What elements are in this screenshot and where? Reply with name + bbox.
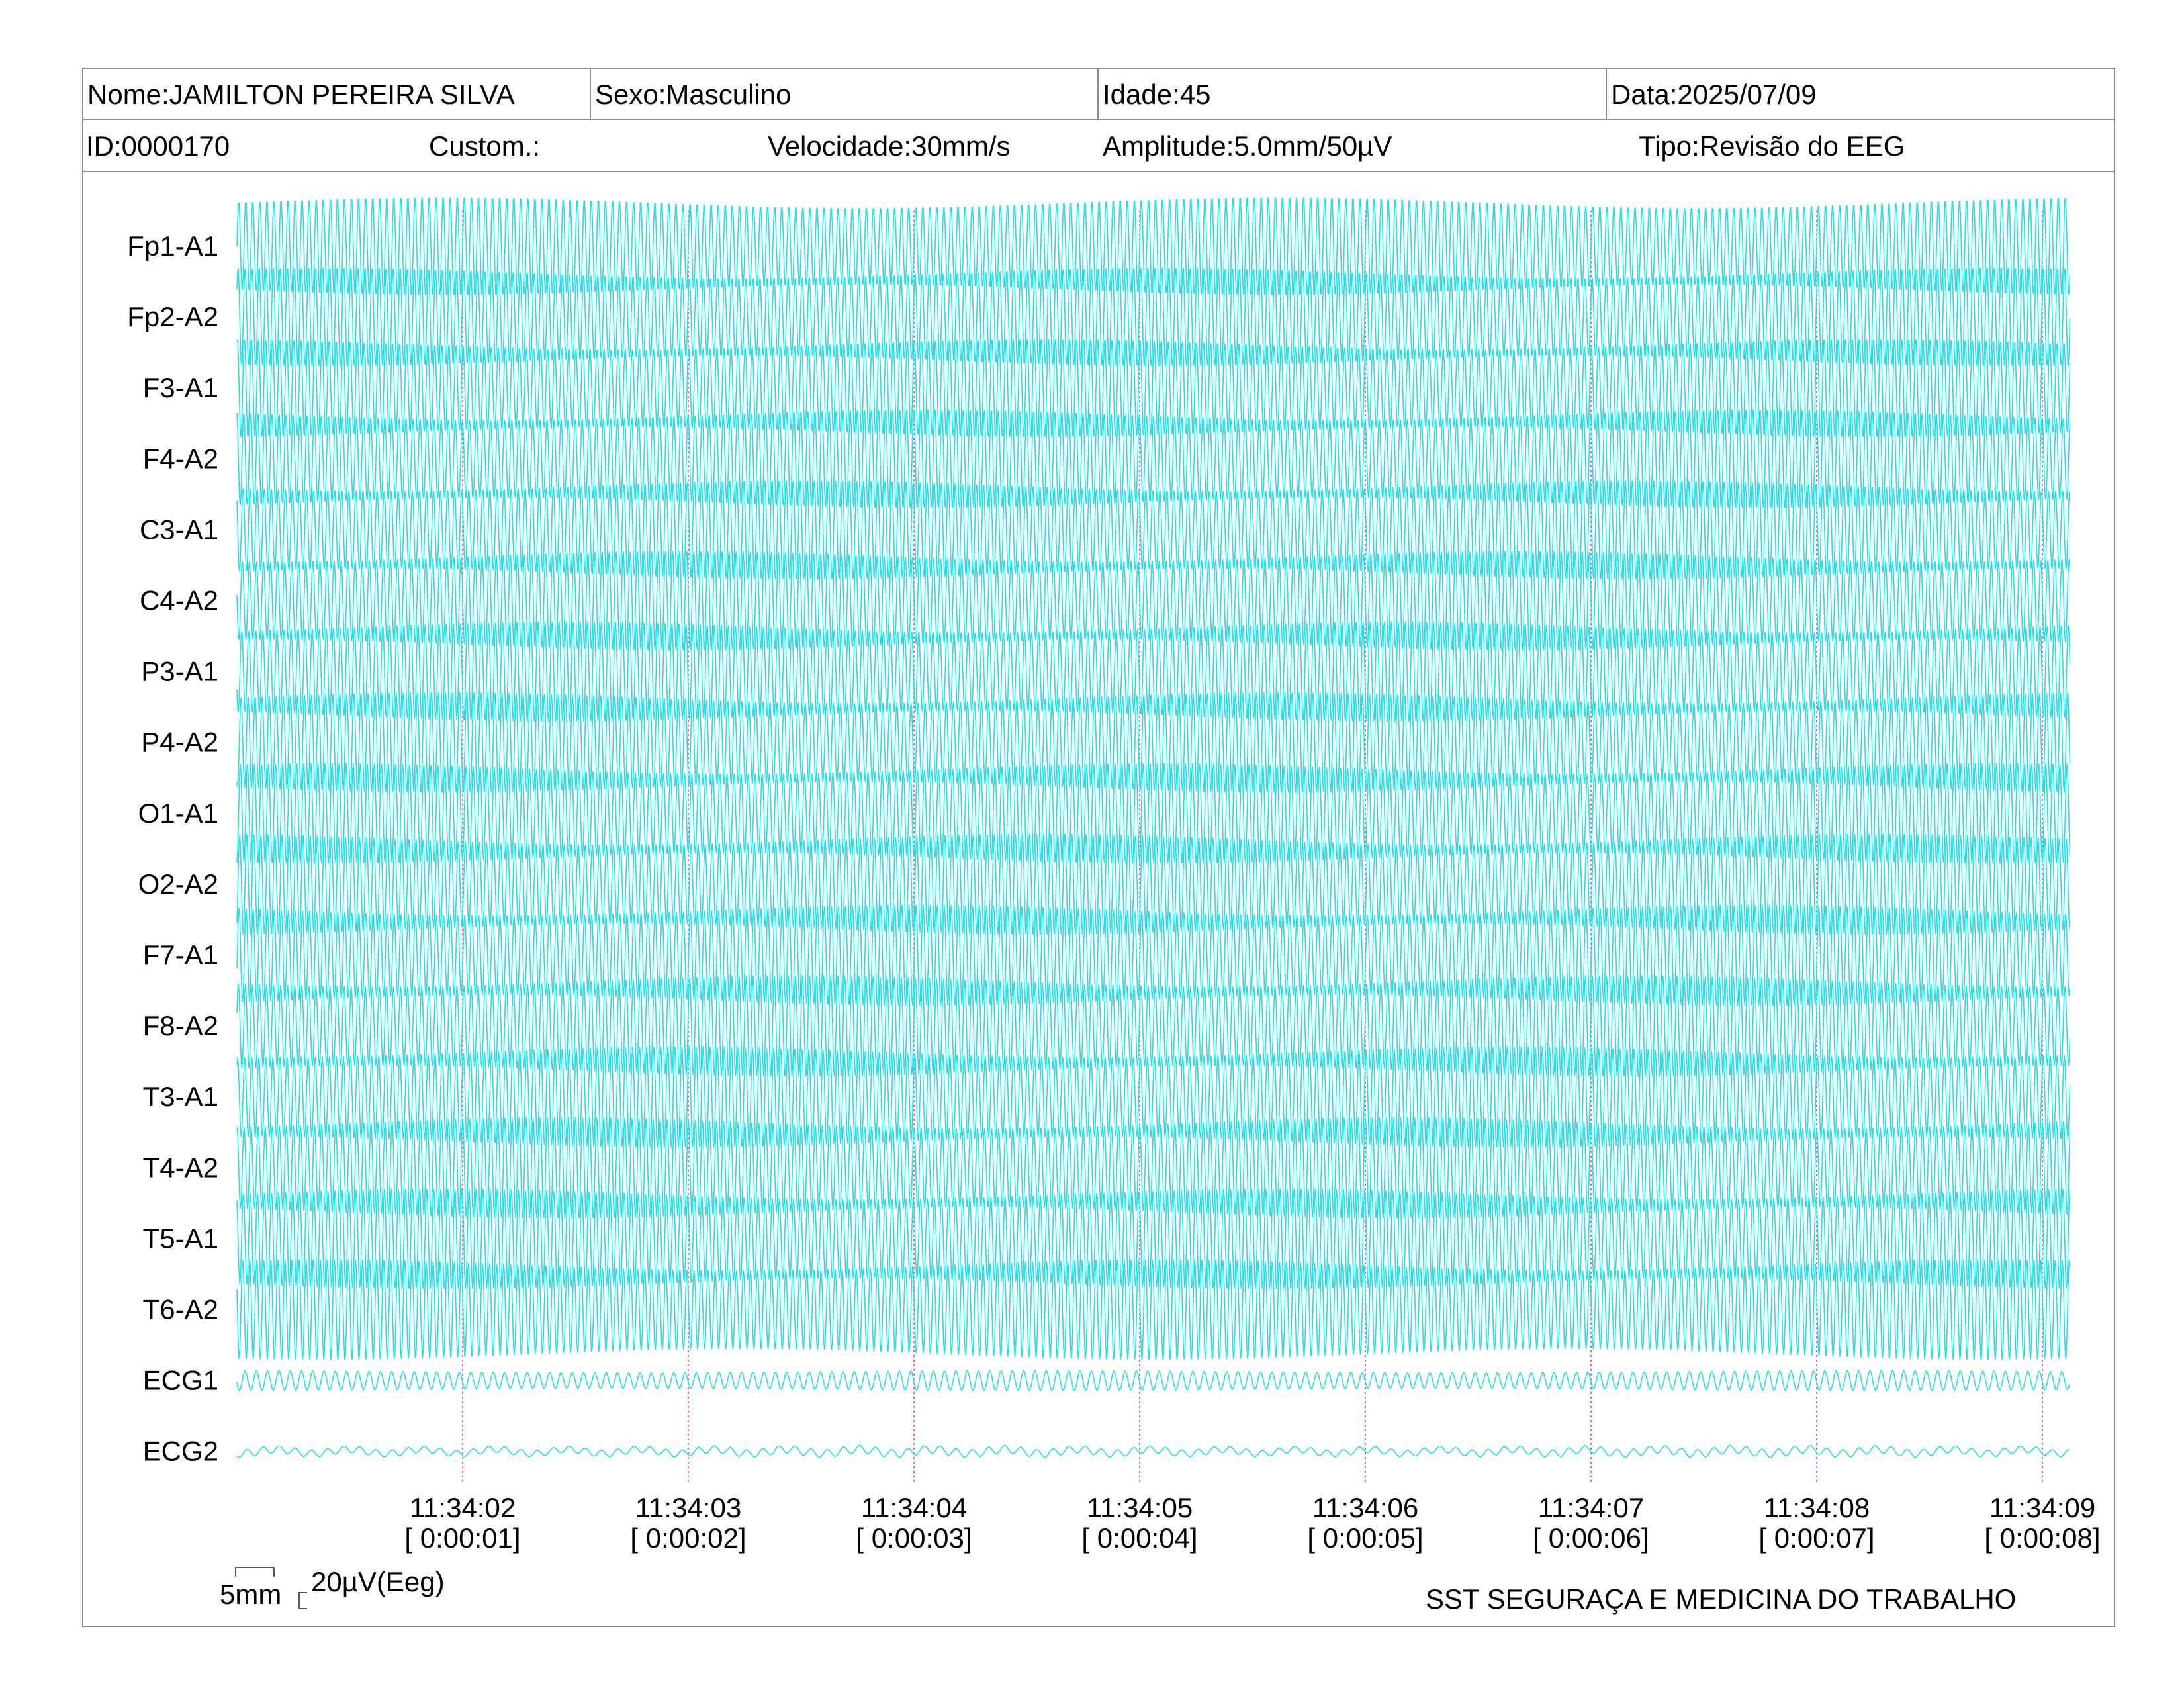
channel-labels: Fp1-A1 Fp2-A2 F3-A1 F4-A2 C3-A1 C4-A2 P3-A1 P4-…	[127, 230, 218, 1467]
time-elapsed-label: [ 0:00:08]	[1984, 1523, 2100, 1554]
trace-f4-a2	[236, 409, 2071, 508]
trace-f3-a1	[236, 339, 2071, 438]
time-clock-label: 11:34:03	[635, 1492, 741, 1523]
time-elapsed-label: [ 0:00:05]	[1307, 1523, 1423, 1554]
trace-f7-a1	[236, 904, 2071, 1006]
channel-label-p3-a1: P3-A1	[141, 656, 218, 687]
header-row-patient: Nome:JAMILTON PEREIRA SILVA Sexo:Masculi…	[83, 69, 2114, 120]
time-elapsed-label: [ 0:00:02]	[630, 1523, 746, 1554]
time-clock-label: 11:34:09	[1989, 1492, 2095, 1523]
channel-label-t5-a1: T5-A1	[143, 1223, 218, 1254]
header-row-exam: ID:0000170 Custom.: Velocidade:30mm/s Am…	[83, 120, 2114, 172]
trace-o1-a1	[236, 763, 2071, 864]
channel-label-ecg1: ECG1	[143, 1365, 218, 1396]
time-clock-label: 11:34:06	[1312, 1492, 1418, 1523]
channel-label-t4-a2: T4-A2	[143, 1152, 218, 1183]
custom-field: Custom.:	[429, 130, 541, 162]
scale-bracket-icon	[235, 1567, 307, 1609]
channel-label-c4-a2: C4-A2	[140, 585, 218, 616]
channel-label-t3-a1: T3-A1	[143, 1081, 218, 1112]
trace-t3-a1	[236, 1047, 2071, 1148]
channel-label-f4-a2: F4-A2	[143, 443, 218, 474]
time-clock-label: 11:34:02	[410, 1492, 516, 1523]
time-elapsed-label: [ 0:00:04]	[1081, 1523, 1197, 1554]
exam-date: Data:2025/07/09	[1606, 69, 2114, 119]
trace-c3-a1	[236, 480, 2071, 580]
time-elapsed-label: [ 0:00:07]	[1758, 1523, 1874, 1554]
trace-fp2-a2	[236, 267, 2071, 367]
report-frame: Nome:JAMILTON PEREIRA SILVA Sexo:Masculi…	[82, 68, 2115, 1627]
channel-label-f7-a1: F7-A1	[143, 939, 218, 970]
time-clock-label: 11:34:08	[1764, 1492, 1870, 1523]
trace-f8-a2	[236, 975, 2071, 1077]
channel-label-ecg2: ECG2	[143, 1436, 218, 1467]
patient-sex: Sexo:Masculino	[590, 69, 1097, 119]
trace-p4-a2	[236, 692, 2071, 793]
speed-setting: Velocidade:30mm/s	[768, 130, 1011, 162]
trace-p3-a1	[236, 622, 2071, 722]
patient-age: Idade:45	[1097, 69, 1606, 119]
scale-mm-label: 5mm	[220, 1579, 282, 1610]
time-elapsed-label: [ 0:00:06]	[1533, 1523, 1649, 1554]
time-elapsed-label: [ 0:00:01]	[404, 1523, 520, 1554]
trace-ecg1	[236, 1370, 2070, 1392]
time-clock-label: 11:34:05	[1087, 1492, 1193, 1523]
trace-o2-a2	[236, 833, 2071, 935]
trace-t5-a1	[236, 1188, 2071, 1289]
exam-type: Tipo:Revisão do EEG	[1639, 130, 1905, 162]
amplitude-setting: Amplitude:5.0mm/50µV	[1103, 130, 1392, 162]
patient-name: Nome:JAMILTON PEREIRA SILVA	[87, 79, 515, 110]
channel-label-o1-a1: O1-A1	[138, 798, 218, 829]
trace-c4-a2	[236, 551, 2071, 651]
channel-label-f3-a1: F3-A1	[143, 372, 218, 403]
scale-uv-label: 20µV(Eeg)	[311, 1566, 445, 1597]
trace-ecg2	[236, 1444, 2070, 1458]
channel-label-t6-a2: T6-A2	[143, 1294, 218, 1325]
organization-name: SST SEGURAÇA E MEDICINA DO TRABALHO	[1426, 1583, 2017, 1615]
time-elapsed-label: [ 0:00:03]	[856, 1523, 972, 1554]
channel-label-f8-a2: F8-A2	[143, 1010, 218, 1041]
time-axis-labels: 11:34:02[ 0:00:01] 11:34:03[ 0:00:02] 11:3…	[404, 1492, 2100, 1554]
channel-label-fp2-a2: Fp2-A2	[127, 301, 218, 332]
channel-label-c3-a1: C3-A1	[140, 514, 218, 545]
trace-t6-a2	[236, 1259, 2071, 1360]
trace-fp1-a1	[236, 197, 2071, 295]
channel-traces	[236, 197, 2071, 1458]
trace-t4-a2	[236, 1117, 2071, 1219]
channel-label-fp1-a1: Fp1-A1	[127, 230, 218, 261]
patient-id: ID:0000170	[86, 130, 230, 162]
channel-label-o2-a2: O2-A2	[138, 868, 218, 900]
time-clock-label: 11:34:07	[1538, 1492, 1644, 1523]
time-clock-label: 11:34:04	[861, 1492, 967, 1523]
channel-label-p4-a2: P4-A2	[141, 727, 218, 758]
